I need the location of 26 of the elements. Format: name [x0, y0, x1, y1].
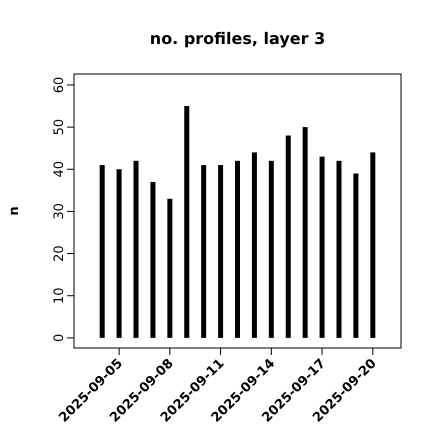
bar [184, 106, 190, 338]
y-tick-label: 60 [52, 76, 67, 94]
bar [150, 182, 156, 338]
bar [201, 165, 206, 338]
y-tick-label: 10 [52, 287, 67, 304]
bar [252, 152, 257, 338]
bar [286, 136, 291, 338]
y-axis-title: n [7, 206, 22, 216]
bar [370, 152, 376, 338]
bar [167, 198, 172, 338]
bar [353, 173, 358, 338]
bar [302, 127, 308, 338]
bar [100, 165, 105, 338]
chart-title: no. profiles, layer 3 [150, 29, 326, 48]
bar [218, 165, 224, 338]
y-tick-label: 0 [52, 334, 67, 342]
y-tick-label: 40 [52, 160, 67, 178]
bar [268, 160, 274, 338]
bar [116, 169, 122, 338]
bar [235, 160, 240, 338]
bar [134, 160, 139, 338]
y-tick-label: 50 [52, 118, 67, 136]
y-tick-label: 30 [52, 203, 67, 220]
bar [336, 160, 342, 338]
y-tick-label: 20 [52, 245, 67, 262]
bar [320, 156, 325, 338]
